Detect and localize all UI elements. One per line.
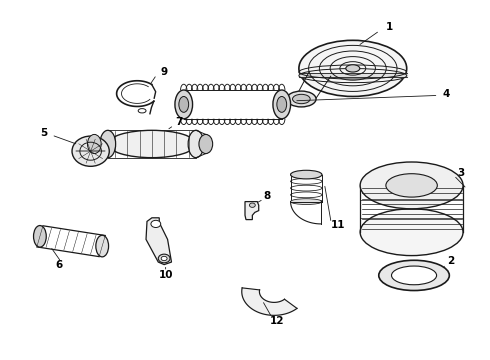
Ellipse shape <box>360 162 463 209</box>
Bar <box>184 90 282 119</box>
Ellipse shape <box>72 136 109 166</box>
Ellipse shape <box>379 260 449 291</box>
Ellipse shape <box>291 199 322 204</box>
Ellipse shape <box>360 209 463 256</box>
Text: 8: 8 <box>264 191 270 201</box>
Text: 6: 6 <box>55 260 62 270</box>
Ellipse shape <box>199 134 213 154</box>
Circle shape <box>161 256 167 261</box>
Text: 1: 1 <box>386 22 393 32</box>
Ellipse shape <box>291 170 322 179</box>
Ellipse shape <box>293 94 310 104</box>
Ellipse shape <box>188 130 204 158</box>
Ellipse shape <box>108 130 196 158</box>
Ellipse shape <box>88 134 101 154</box>
Ellipse shape <box>33 225 46 247</box>
Ellipse shape <box>386 174 437 197</box>
Text: 3: 3 <box>457 168 464 178</box>
Ellipse shape <box>287 91 316 107</box>
Text: 4: 4 <box>442 89 450 99</box>
Ellipse shape <box>138 109 146 113</box>
Ellipse shape <box>299 40 407 96</box>
Polygon shape <box>146 218 171 265</box>
Ellipse shape <box>392 266 437 285</box>
Circle shape <box>151 220 161 228</box>
Text: 2: 2 <box>447 256 454 266</box>
Ellipse shape <box>346 65 360 72</box>
Text: 7: 7 <box>175 117 183 127</box>
Ellipse shape <box>249 203 255 207</box>
Ellipse shape <box>96 235 109 257</box>
Text: 5: 5 <box>41 128 48 138</box>
Text: 9: 9 <box>161 67 168 77</box>
Polygon shape <box>245 202 259 220</box>
Ellipse shape <box>179 96 189 112</box>
Ellipse shape <box>175 90 193 119</box>
Polygon shape <box>242 288 297 315</box>
Text: 12: 12 <box>270 316 284 326</box>
Ellipse shape <box>277 96 287 112</box>
Text: 11: 11 <box>331 220 345 230</box>
Text: 10: 10 <box>158 270 173 280</box>
Ellipse shape <box>100 130 116 158</box>
Ellipse shape <box>273 90 291 119</box>
Circle shape <box>158 254 170 263</box>
